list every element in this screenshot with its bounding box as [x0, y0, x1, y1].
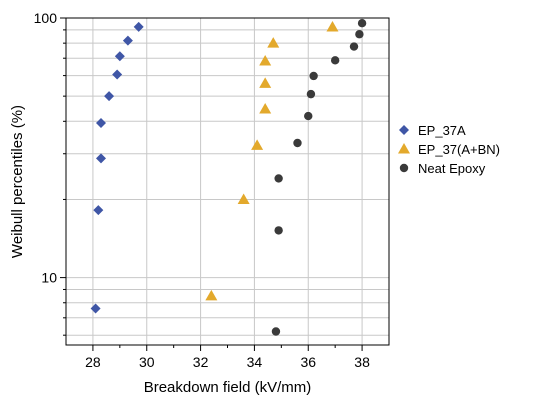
x-tick-label: 34 [247, 354, 263, 370]
data-point [95, 153, 106, 164]
legend: EP_37A EP_37(A+BN) Neat Epoxy [398, 123, 500, 176]
series-ep-37a [90, 21, 144, 314]
data-point [357, 18, 367, 28]
data-point [306, 89, 316, 99]
data-point [293, 138, 302, 148]
legend-label: EP_37(A+BN) [418, 142, 500, 157]
data-point [251, 139, 264, 150]
data-points [90, 18, 367, 336]
data-point [93, 205, 104, 216]
data-point [271, 327, 281, 336]
data-point [95, 118, 106, 129]
data-point [259, 77, 272, 88]
x-axis-label: Breakdown field (kV/mm) [144, 379, 312, 396]
y-tick-label: 100 [34, 10, 58, 26]
x-tick-label: 30 [139, 354, 155, 370]
data-point [259, 103, 272, 114]
x-tick-label: 28 [85, 354, 101, 370]
grid-lines [66, 17, 389, 345]
data-point [274, 226, 283, 235]
data-point [122, 35, 133, 46]
data-point [205, 289, 218, 301]
legend-item: EP_37A [399, 123, 466, 138]
x-tick-label: 38 [354, 354, 370, 370]
series-neat-epoxy [271, 18, 367, 336]
data-point [259, 54, 272, 66]
data-point [326, 21, 339, 32]
legend-label: Neat Epoxy [418, 161, 486, 176]
legend-marker [399, 163, 409, 173]
data-point [309, 71, 318, 81]
legend-item: EP_37(A+BN) [398, 142, 500, 157]
data-point [237, 193, 250, 204]
data-point [349, 42, 359, 51]
y-axis-label: Weibull percentiles (%) [9, 105, 26, 258]
data-point [304, 111, 313, 121]
legend-label: EP_37A [418, 123, 466, 138]
data-point [90, 303, 101, 314]
legend-marker [398, 143, 410, 154]
x-tick-label: 32 [193, 354, 209, 370]
data-point [274, 174, 283, 183]
series-ep-37-a-bn- [205, 21, 339, 301]
data-point [267, 37, 280, 48]
legend-item: Neat Epoxy [399, 161, 486, 176]
legend-marker [399, 125, 409, 135]
data-point [114, 51, 125, 62]
data-point [330, 56, 340, 65]
y-tick-label: 10 [41, 270, 57, 286]
data-point [112, 69, 123, 80]
plot-frame [65, 17, 390, 346]
axis-ticks: 28 30 32 34 36 38 10 100 [34, 10, 370, 370]
data-point [355, 30, 364, 39]
data-point [133, 21, 144, 32]
data-point [104, 91, 115, 102]
x-tick-label: 36 [300, 354, 316, 370]
